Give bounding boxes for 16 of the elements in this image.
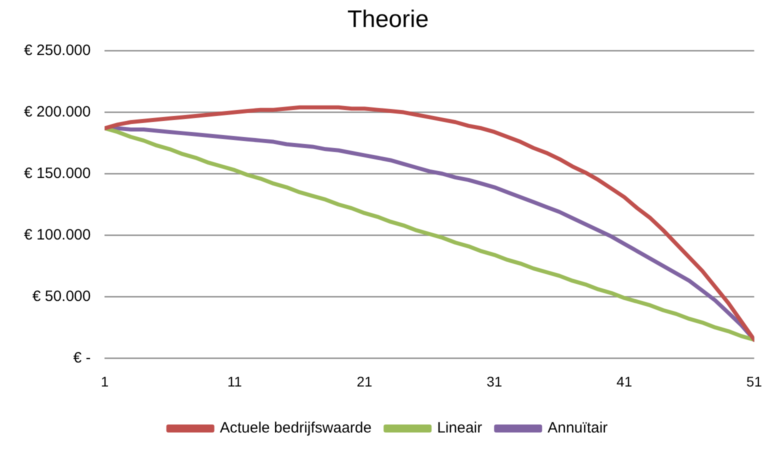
legend-label: Actuele bedrijfswaarde [220,420,372,437]
y-tick-label: € - [73,349,91,366]
legend-label: Lineair [437,420,482,437]
y-tick-label: € 50.000 [32,288,91,305]
x-tick-label: 31 [486,373,502,390]
y-tick-label: € 250.000 [24,42,91,59]
x-tick-label: 11 [227,373,242,390]
x-tick-label: 51 [746,373,762,390]
y-tick-label: € 150.000 [24,164,91,182]
x-tick-label: 21 [356,373,373,390]
chart-title: Theorie [347,6,429,34]
x-tick-label: 1 [100,373,109,390]
x-tick-label: 41 [616,373,632,390]
y-tick-label: € 100.000 [24,226,91,244]
legend-label: Annuïtair [548,420,608,437]
y-tick-label: € 200.000 [24,103,91,120]
